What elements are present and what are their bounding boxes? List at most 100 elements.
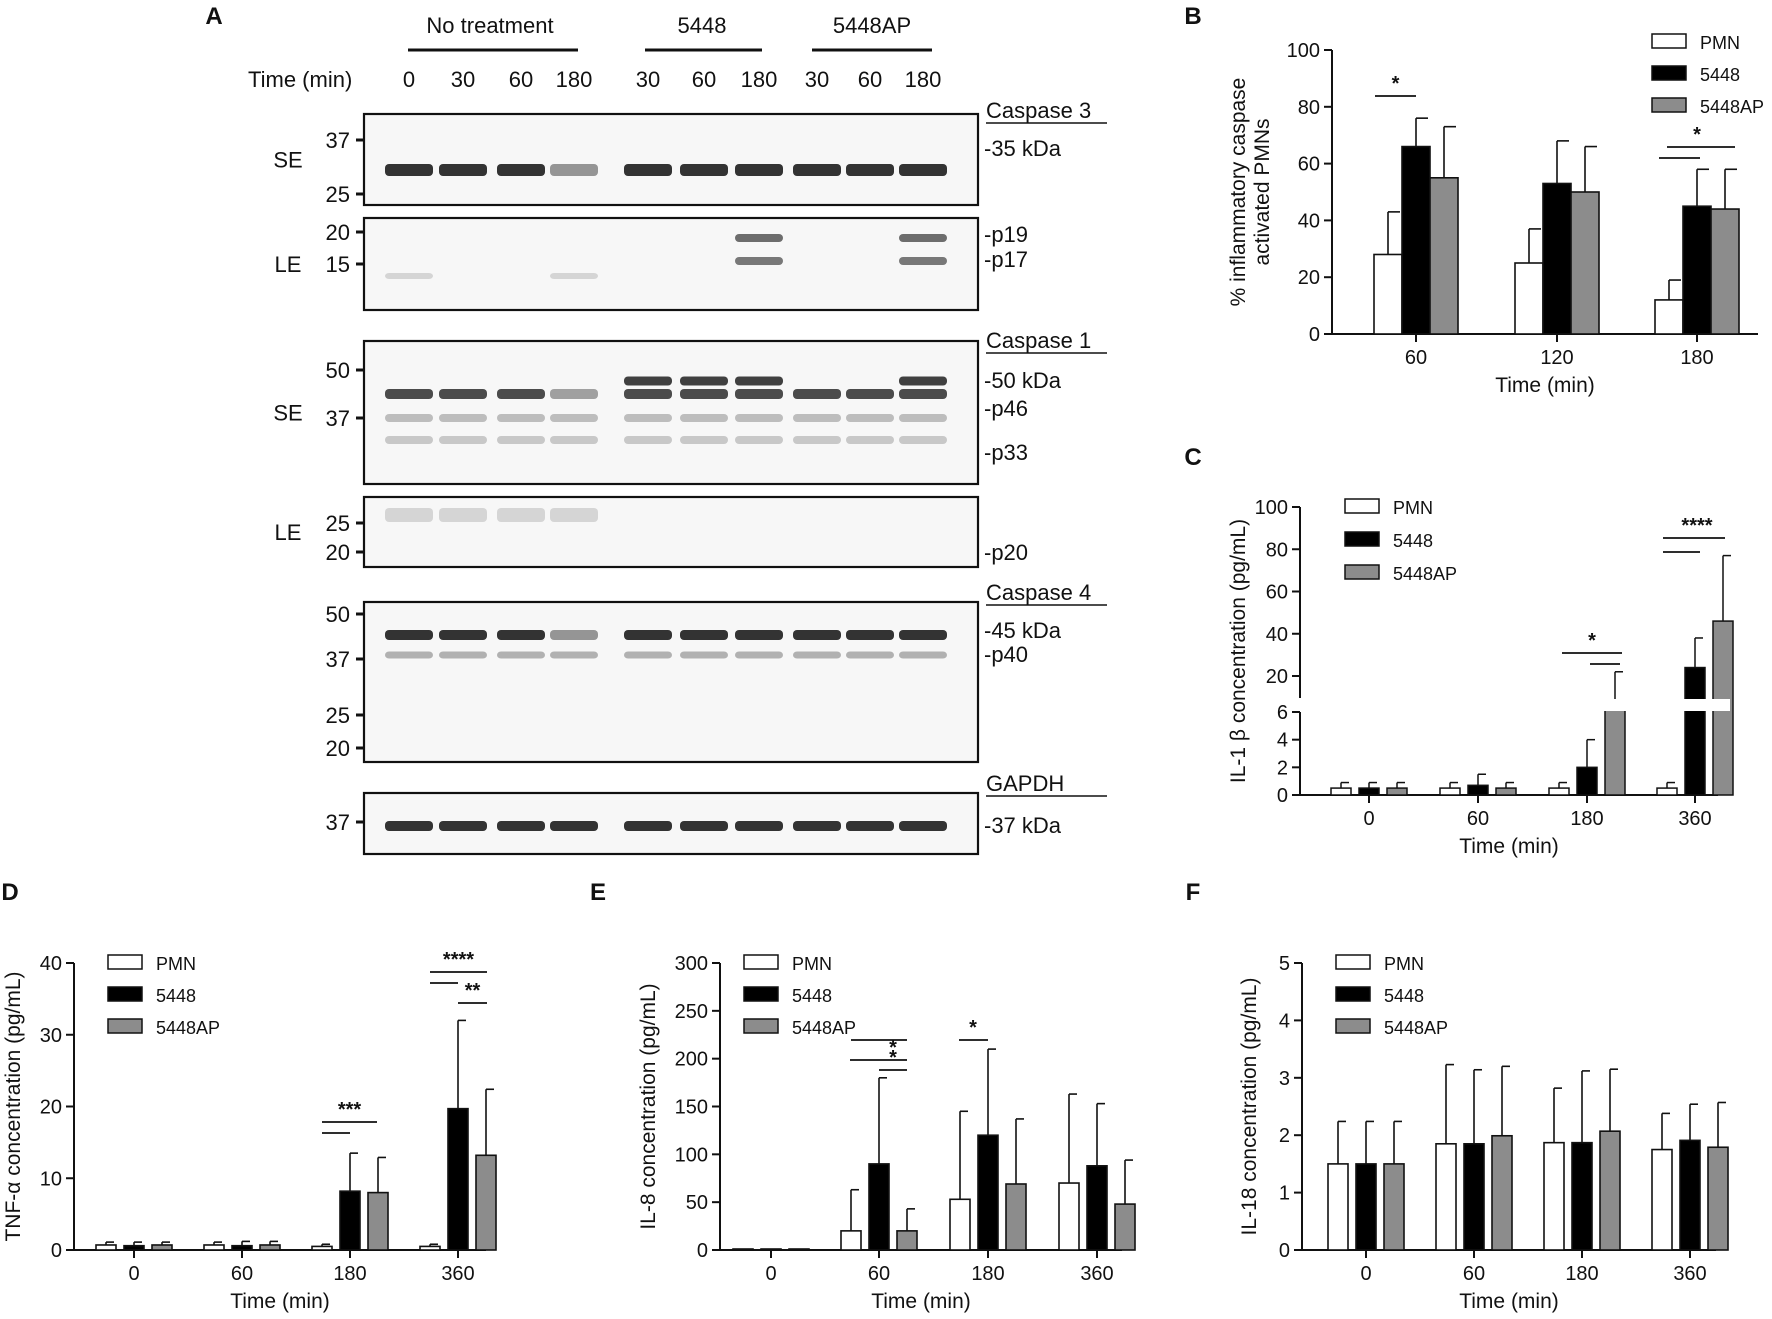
blot-band [680,651,728,659]
blot-lane-label: 60 [692,67,716,92]
legend-swatch [1335,954,1371,970]
blot-band [385,414,433,422]
blot-band [385,630,433,640]
legend-swatch [1651,33,1687,49]
y-tick-label: 40 [40,953,62,975]
legend-swatch [1344,564,1380,580]
blot-lane-label: 30 [805,67,829,92]
blot-band [550,821,598,831]
x-tick-label: 0 [128,1263,139,1285]
bar-5448AP [1707,1146,1729,1251]
x-tick-label: 0 [765,1263,776,1285]
chart-panel-E: 0 50 100 150 200 250 300 0 60 180 360 Time (min) IL-… [637,953,1136,1313]
legend-label: 5448AP [1393,564,1457,584]
blot-band [439,389,487,399]
bar-5448 [977,1134,999,1251]
blot-marker-label: 25 [326,182,350,207]
y-tick-label: 0 [51,1240,62,1262]
blot-band [899,651,947,659]
y-tick-label: 100 [1287,40,1320,62]
blot-band [385,651,433,659]
panel-letter: A [205,3,222,30]
y-tick-label: 20 [1298,267,1320,289]
bar-5448 [1463,1143,1485,1251]
blot-band [497,389,545,399]
bar-5448AP [788,1248,810,1251]
blot-band [846,821,894,831]
blot-protein-title: Caspase 3 [986,98,1091,123]
blot-band [497,414,545,422]
blot-band [385,164,433,176]
significance-label: ** [465,980,481,1002]
blot-band [899,436,947,444]
significance-label: **** [1681,515,1712,537]
blot-band [497,508,545,522]
y-tick-label: 60 [1266,582,1288,604]
blot-band [385,389,433,399]
bar-PMN [840,1230,862,1251]
x-tick-label: 360 [1673,1263,1706,1285]
blot-band [793,651,841,659]
blot-protein-title: Caspase 4 [986,580,1091,605]
y-tick-label: 20 [40,1097,62,1119]
blot-band [624,389,672,399]
legend-label: PMN [1384,954,1424,974]
blot-band [846,436,894,444]
bar-5448AP [1599,1130,1621,1251]
x-tick-label: 60 [1405,347,1427,369]
blot-lane-label: 180 [556,67,593,92]
bar-5448 [1571,1141,1593,1251]
bar-5448 [1682,205,1712,335]
x-tick-label: 360 [441,1263,474,1285]
bar-5448 [1358,787,1380,796]
blot-lane-label: 30 [636,67,660,92]
significance-label: * [889,1037,897,1059]
bar-5448 [1679,1139,1701,1251]
y-tick-label: 0 [1279,1240,1290,1262]
blot-row: LE 25 20 -p20 [275,495,1028,569]
blot-band [735,257,783,265]
bar-5448AP [1429,177,1459,335]
y-tick-label: 10 [40,1168,62,1190]
blot-band [680,376,728,386]
blot-band [624,376,672,386]
y-axis-label: % inflammatory caspaseactivated PMNs [1227,78,1274,307]
bar-PMN [203,1244,225,1251]
blot-band [439,414,487,422]
blot-band [899,234,947,242]
chart-panel-B: 0 20 40 60 80 100 60 120 180 Time (min) % inflamma… [1227,33,1764,397]
blot-band [680,821,728,831]
blot-band-label: -p40 [984,642,1028,667]
blot-band [550,630,598,640]
bar-PMN [1439,787,1461,796]
y-tick-label: 60 [1298,154,1320,176]
blot-band [735,164,783,176]
blot-band [680,414,728,422]
y-tick-label: 4 [1277,730,1288,752]
blot-marker-label: 25 [326,703,350,728]
panel-letter: F [1186,879,1201,906]
bar-5448 [1086,1165,1108,1251]
x-tick-label: 360 [1080,1263,1113,1285]
blot-band [680,164,728,176]
panel-letter: D [1,879,18,906]
bar-PMN [311,1245,333,1251]
legend-swatch [1344,498,1380,514]
y-tick-label: 250 [675,1001,708,1023]
blot-band-label: -p33 [984,440,1028,465]
legend-swatch [743,986,779,1002]
bar-PMN [1373,253,1403,335]
bar-PMN [1651,1148,1673,1251]
blot-band [899,389,947,399]
blot-band-label: -p20 [984,540,1028,565]
blot-band [439,436,487,444]
bar-PMN [419,1245,441,1251]
axis-break [1290,699,1730,711]
blot-time-label: Time (min) [248,67,352,92]
bar-5448 [447,1107,469,1251]
blot-band [439,630,487,640]
significance-label: *** [338,1099,362,1121]
blot-row: LE 20 15 -p19-p17 [275,216,1028,312]
blot-lane-label: 60 [858,67,882,92]
legend-label: 5448AP [156,1018,220,1038]
